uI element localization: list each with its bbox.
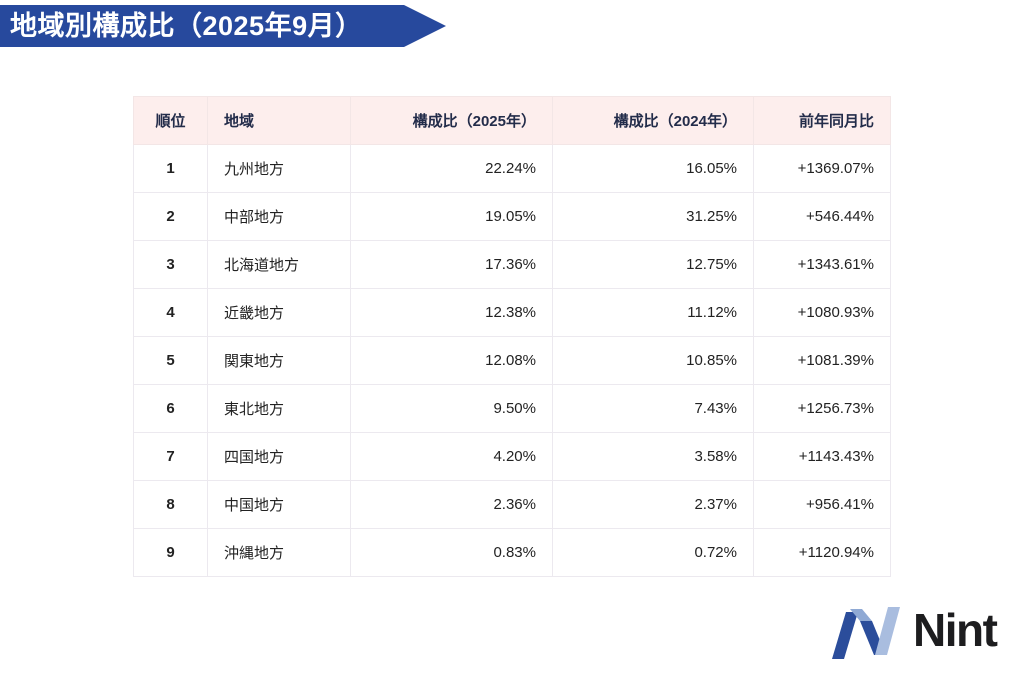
- column-header-region: 地域: [207, 96, 351, 145]
- rank-cell: 6: [133, 384, 208, 433]
- table-row: 1 九州地方 22.24% 16.05% +1369.07%: [133, 144, 891, 193]
- column-header-yoy: 前年同月比: [753, 96, 891, 145]
- share-2025-cell: 22.24%: [350, 144, 553, 193]
- table-row: 9 沖縄地方 0.83% 0.72% +1120.94%: [133, 528, 891, 577]
- yoy-cell: +546.44%: [753, 192, 891, 241]
- table-row: 8 中国地方 2.36% 2.37% +956.41%: [133, 480, 891, 529]
- yoy-cell: +1256.73%: [753, 384, 891, 433]
- region-cell: 近畿地方: [207, 288, 351, 337]
- nint-logo: Nint: [828, 603, 998, 663]
- share-2025-cell: 19.05%: [350, 192, 553, 241]
- yoy-cell: +1081.39%: [753, 336, 891, 385]
- yoy-cell: +956.41%: [753, 480, 891, 529]
- rank-cell: 5: [133, 336, 208, 385]
- share-2024-cell: 3.58%: [552, 432, 754, 481]
- share-2024-cell: 2.37%: [552, 480, 754, 529]
- table-body: 1 九州地方 22.24% 16.05% +1369.07% 2 中部地方 19.05% 31.…: [133, 144, 891, 577]
- table-row: 6 東北地方 9.50% 7.43% +1256.73%: [133, 384, 891, 433]
- column-header-rank: 順位: [133, 96, 208, 145]
- yoy-cell: +1120.94%: [753, 528, 891, 577]
- region-share-table-container: 順位 地域 構成比（2025年） 構成比（2024年） 前年同月比 1 九州地方 2…: [133, 96, 891, 577]
- title-banner: 地域別構成比（2025年9月）: [0, 5, 446, 47]
- yoy-cell: +1343.61%: [753, 240, 891, 289]
- share-2024-cell: 0.72%: [552, 528, 754, 577]
- rank-cell: 4: [133, 288, 208, 337]
- table-row: 7 四国地方 4.20% 3.58% +1143.43%: [133, 432, 891, 481]
- region-cell: 中国地方: [207, 480, 351, 529]
- region-cell: 関東地方: [207, 336, 351, 385]
- region-cell: 四国地方: [207, 432, 351, 481]
- nint-logo-mark-icon: [832, 607, 900, 659]
- region-cell: 九州地方: [207, 144, 351, 193]
- region-cell: 北海道地方: [207, 240, 351, 289]
- share-2025-cell: 0.83%: [350, 528, 553, 577]
- rank-cell: 3: [133, 240, 208, 289]
- share-2024-cell: 11.12%: [552, 288, 754, 337]
- yoy-cell: +1369.07%: [753, 144, 891, 193]
- column-header-share-2024: 構成比（2024年）: [552, 96, 754, 145]
- share-2024-cell: 10.85%: [552, 336, 754, 385]
- region-cell: 沖縄地方: [207, 528, 351, 577]
- share-2024-cell: 7.43%: [552, 384, 754, 433]
- share-2025-cell: 17.36%: [350, 240, 553, 289]
- table-row: 2 中部地方 19.05% 31.25% +546.44%: [133, 192, 891, 241]
- share-2024-cell: 16.05%: [552, 144, 754, 193]
- yoy-cell: +1080.93%: [753, 288, 891, 337]
- region-share-table: 順位 地域 構成比（2025年） 構成比（2024年） 前年同月比 1 九州地方 2…: [133, 96, 891, 577]
- table-row: 3 北海道地方 17.36% 12.75% +1343.61%: [133, 240, 891, 289]
- region-cell: 中部地方: [207, 192, 351, 241]
- rank-cell: 7: [133, 432, 208, 481]
- nint-logo-text: Nint: [913, 604, 998, 656]
- region-cell: 東北地方: [207, 384, 351, 433]
- share-2025-cell: 12.38%: [350, 288, 553, 337]
- table-row: 4 近畿地方 12.38% 11.12% +1080.93%: [133, 288, 891, 337]
- page-title: 地域別構成比（2025年9月）: [10, 10, 363, 41]
- share-2024-cell: 12.75%: [552, 240, 754, 289]
- share-2024-cell: 31.25%: [552, 192, 754, 241]
- share-2025-cell: 2.36%: [350, 480, 553, 529]
- table-header-row: 順位 地域 構成比（2025年） 構成比（2024年） 前年同月比: [133, 96, 891, 145]
- rank-cell: 2: [133, 192, 208, 241]
- rank-cell: 8: [133, 480, 208, 529]
- rank-cell: 9: [133, 528, 208, 577]
- yoy-cell: +1143.43%: [753, 432, 891, 481]
- table-row: 5 関東地方 12.08% 10.85% +1081.39%: [133, 336, 891, 385]
- column-header-share-2025: 構成比（2025年）: [350, 96, 553, 145]
- share-2025-cell: 12.08%: [350, 336, 553, 385]
- rank-cell: 1: [133, 144, 208, 193]
- share-2025-cell: 4.20%: [350, 432, 553, 481]
- share-2025-cell: 9.50%: [350, 384, 553, 433]
